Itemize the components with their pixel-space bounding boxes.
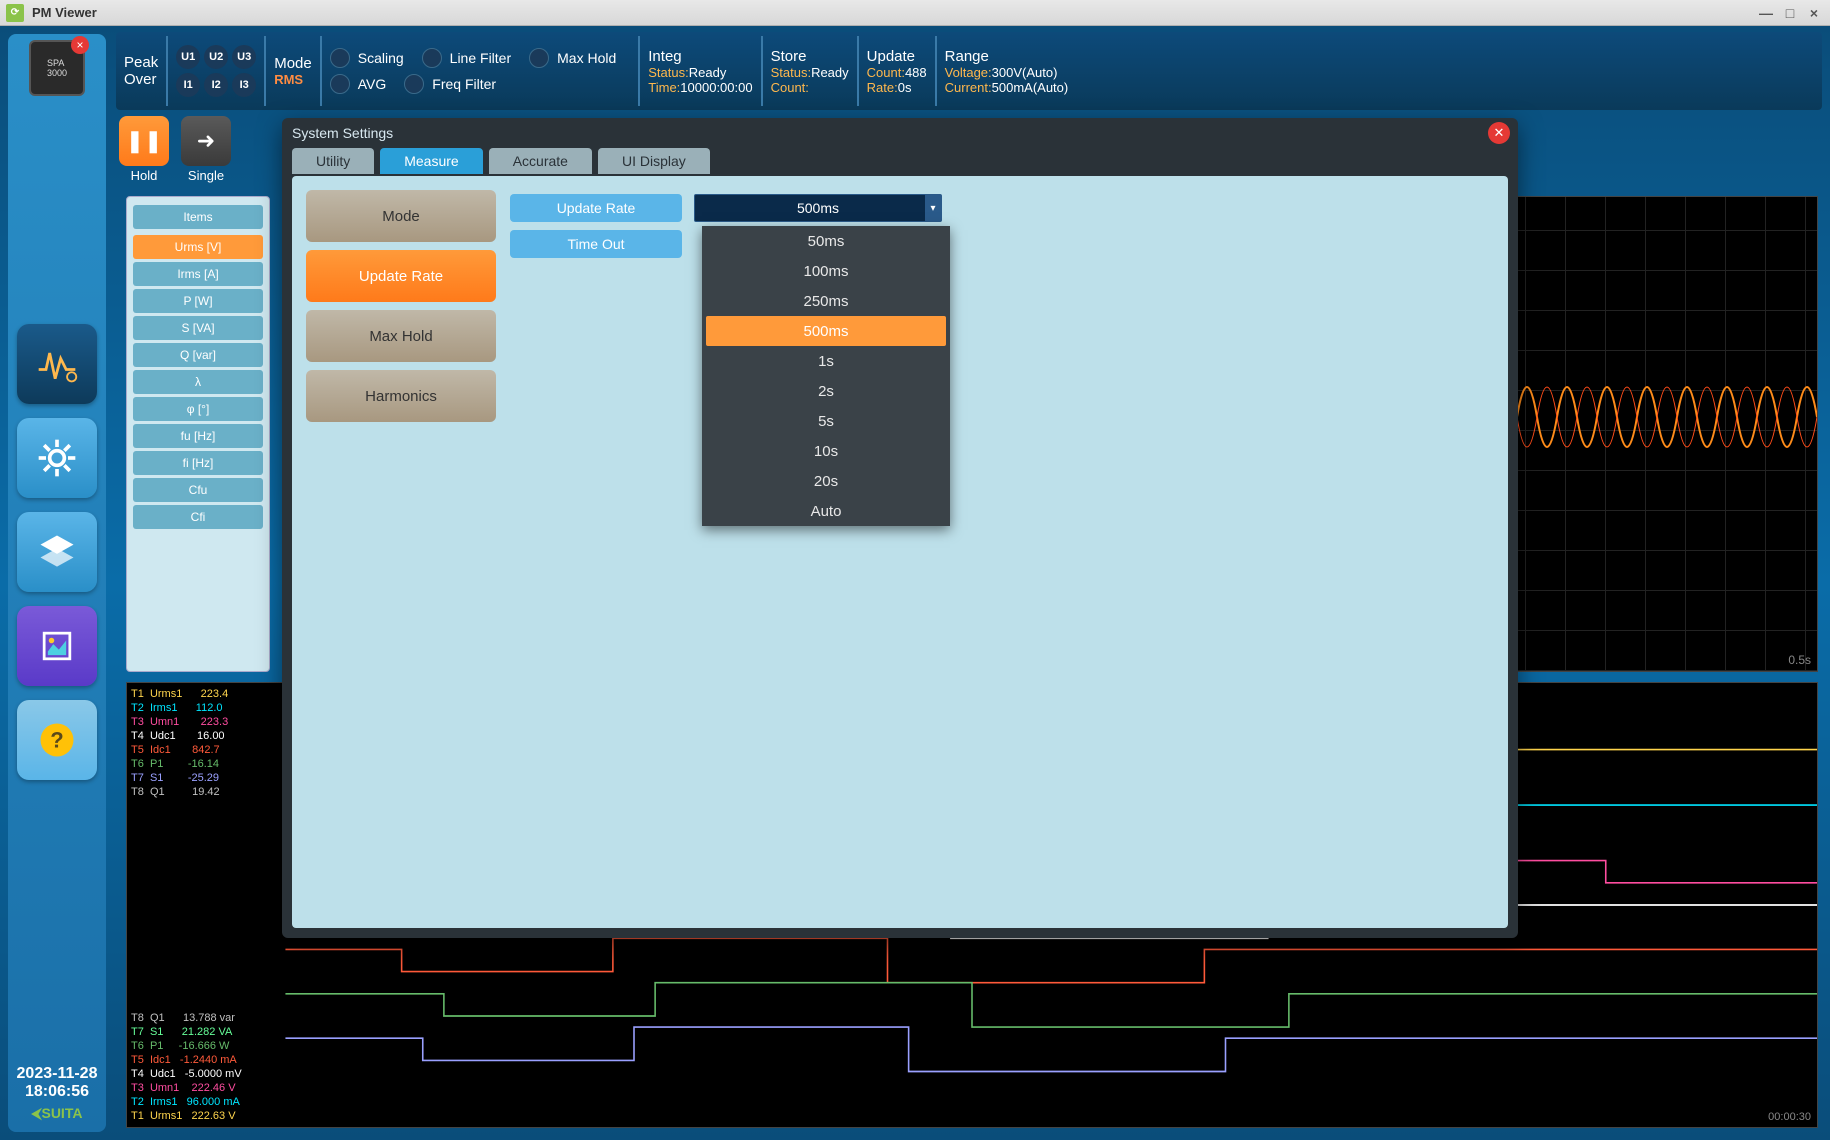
dropdown-option[interactable]: 1s [702,346,950,376]
dropdown-option[interactable]: 5s [702,406,950,436]
dropdown-option[interactable]: 10s [702,436,950,466]
app-root: SPA3000 × ? 2023-11-28 18:06:56 ⮜SUITA P… [0,26,1830,1140]
dialog-tab[interactable]: Accurate [489,148,592,174]
dropdown-option[interactable]: 500ms [706,316,946,346]
update-rate-select[interactable]: 500ms ▾ [694,194,942,222]
dialog-main: Update Rate 500ms ▾ Time Out 50ms100ms25… [506,190,1494,914]
dialog-tab[interactable]: Utility [292,148,374,174]
app-icon: ⟳ [6,4,24,22]
dropdown-option[interactable]: 2s [702,376,950,406]
time-out-label: Time Out [510,230,682,258]
dialog-title: System Settings [292,125,393,141]
dropdown-option[interactable]: Auto [702,496,950,526]
update-rate-dropdown: 50ms100ms250ms500ms1s2s5s10s20sAuto [702,226,950,526]
minimize-button[interactable]: — [1756,5,1776,21]
update-rate-label: Update Rate [510,194,682,222]
dropdown-option[interactable]: 20s [702,466,950,496]
system-settings-dialog: System Settings ✕ UtilityMeasure Accurate… [282,118,1518,938]
dropdown-option[interactable]: 250ms [702,286,950,316]
dialog-side-nav: Mode Update Rate Max Hold Harmonics [306,190,496,914]
dialog-side-button[interactable]: Mode [306,190,496,242]
dialog-side-button[interactable]: Max Hold [306,310,496,362]
dropdown-caret-icon: ▾ [925,195,941,221]
dialog-tabs: UtilityMeasure AccurateUI Display [282,148,1518,176]
time-out-row: Time Out [510,230,1490,258]
dialog-header: System Settings ✕ [282,118,1518,148]
dropdown-option[interactable]: 50ms [702,226,950,256]
dialog-tab[interactable]: Measure [380,148,482,174]
dialog-side-button[interactable]: Update Rate [306,250,496,302]
update-rate-value: 500ms [797,200,839,216]
dialog-close-button[interactable]: ✕ [1488,122,1510,144]
dialog-side-button[interactable]: Harmonics [306,370,496,422]
window-titlebar: ⟳ PM Viewer — □ × [0,0,1830,26]
update-rate-row: Update Rate 500ms ▾ [510,194,1490,222]
modal-backdrop: System Settings ✕ UtilityMeasure Accurate… [0,26,1830,1140]
dialog-tab[interactable]: UI Display [598,148,710,174]
window-title: PM Viewer [32,5,1752,20]
dialog-body: Mode Update Rate Max Hold Harmonics Update … [292,176,1508,928]
maximize-button[interactable]: □ [1780,5,1800,21]
close-button[interactable]: × [1804,5,1824,21]
dropdown-option[interactable]: 100ms [702,256,950,286]
